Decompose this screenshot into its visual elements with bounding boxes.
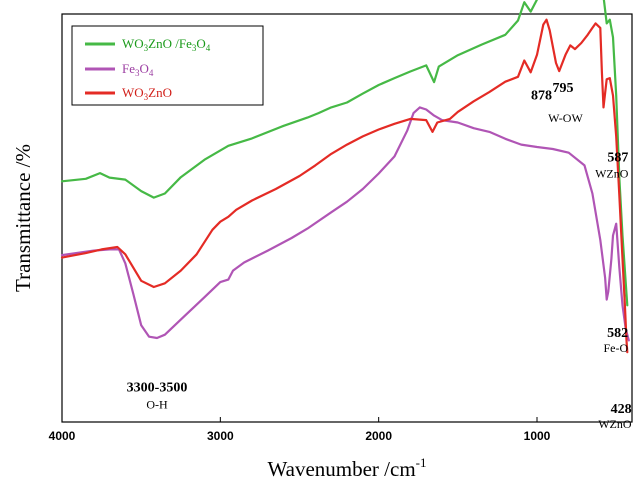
x-axis-title: Wavenumber /cm-1	[267, 455, 426, 481]
peak-label-587: 587	[607, 150, 628, 165]
x-tick-label: 4000	[49, 429, 76, 443]
peak-label-795: 795	[552, 81, 573, 96]
peak-label-878: 878	[531, 88, 552, 103]
peak-label-582: 582	[607, 326, 628, 341]
peak-sublabel-428: WZnO	[598, 417, 632, 431]
peak-sublabel-3300-3500: O-H	[146, 398, 168, 412]
x-tick-label: 1000	[524, 429, 551, 443]
x-axis-title-sup: -1	[416, 455, 427, 470]
legend-label-wo3zno-fe3o4: WO3ZnO /Fe3O4	[122, 36, 211, 53]
peak-sublabel-795: W-OW	[548, 111, 583, 125]
x-axis-title-main: Wavenumber /cm	[267, 457, 415, 481]
x-tick-label: 2000	[365, 429, 392, 443]
peak-sublabel-587: WZnO	[595, 166, 629, 180]
peak-label-428: 428	[611, 402, 632, 417]
peak-sublabel-582: Fe-O	[604, 341, 629, 355]
peak-label-3300-3500: 3300-3500	[127, 381, 188, 396]
legend: WO3ZnO /Fe3O4 Fe3O4 WO3ZnO	[72, 26, 263, 105]
x-tick-label: 3000	[207, 429, 234, 443]
y-axis-title: Transmittance /%	[11, 144, 35, 292]
